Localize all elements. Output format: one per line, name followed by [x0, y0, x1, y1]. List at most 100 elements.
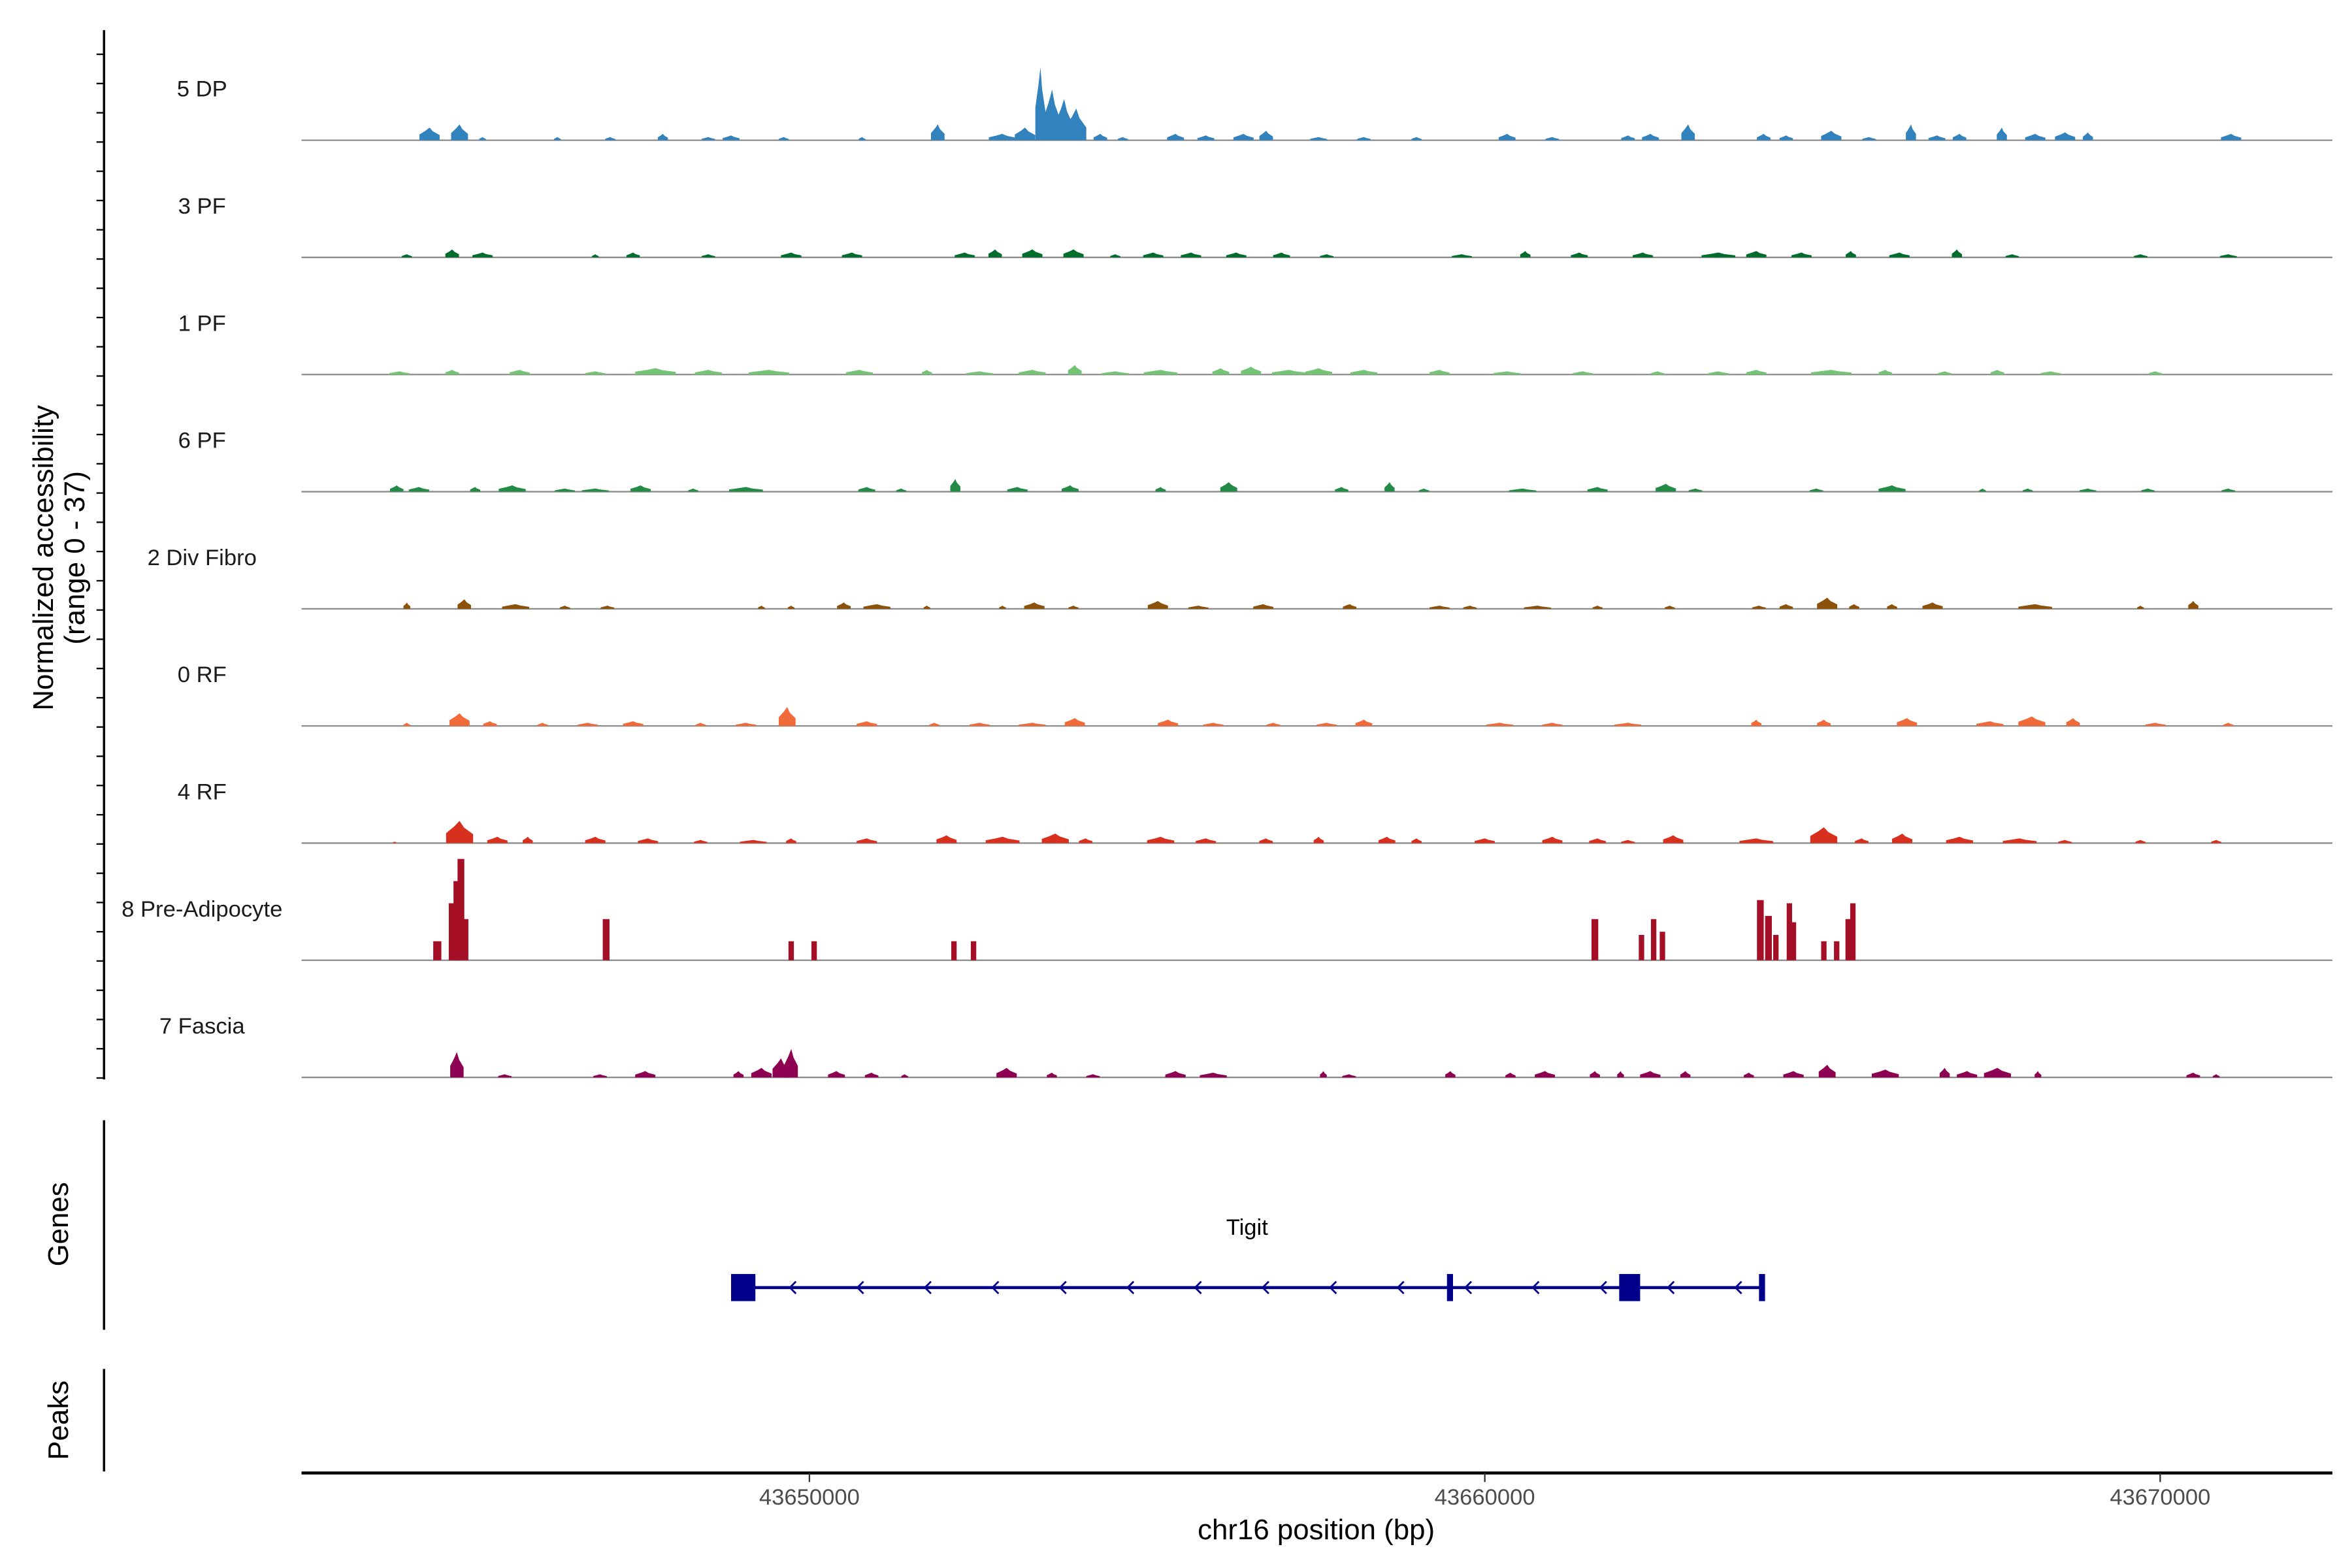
coverage-peak — [1273, 252, 1290, 257]
coverage-peak — [1019, 723, 1046, 727]
coverage-peak — [1066, 108, 1086, 140]
coverage-peak — [1656, 483, 1676, 492]
coverage-peak — [1343, 604, 1357, 609]
coverage-peak — [864, 1072, 879, 1078]
coverage-peak — [929, 723, 939, 727]
coverage-peak — [1143, 370, 1178, 375]
coverage-peak — [1253, 604, 1274, 609]
coverage-peak — [1241, 367, 1262, 375]
coverage-peak — [1015, 127, 1036, 140]
coverage-peak — [1818, 1064, 1836, 1078]
coverage-peak — [390, 485, 404, 492]
coverage-peak — [657, 133, 668, 140]
gene-exon — [1759, 1274, 1765, 1301]
coverage-peak — [1452, 254, 1472, 257]
coverage-peak — [419, 127, 440, 140]
coverage-peak — [1751, 719, 1762, 727]
coverage-peak — [1272, 370, 1306, 375]
coverage-peak — [457, 599, 471, 609]
coverage-peak — [1928, 135, 1946, 140]
coverage-peak — [1906, 124, 1916, 140]
coverage-peak — [1384, 482, 1395, 492]
coverage-peak — [1094, 133, 1107, 140]
coverage-peak — [1872, 1070, 1899, 1078]
coverage-peak — [2083, 132, 2093, 140]
coverage-peak — [695, 723, 706, 727]
coverage-peak — [729, 487, 763, 492]
coverage-peak — [1946, 836, 1974, 843]
coverage-peak — [446, 821, 474, 843]
coverage-peak — [1041, 833, 1069, 843]
coverage-peak — [863, 604, 890, 609]
peaks-track-title: Peaks — [42, 1380, 74, 1460]
coverage-bar — [788, 941, 794, 960]
coverage-peak — [955, 252, 975, 257]
coverage-peak — [2188, 600, 2198, 609]
coverage-peak — [2145, 723, 2166, 727]
coverage-peak — [1498, 133, 1516, 140]
coverage-peak — [2058, 840, 2072, 843]
coverage-bar — [1773, 935, 1779, 960]
track-label: 1 PF — [178, 311, 226, 336]
coverage-peak — [559, 606, 570, 609]
coverage-peak — [1063, 249, 1084, 257]
coverage-peak — [740, 840, 767, 843]
coverage-bar — [1591, 919, 1599, 960]
coverage-peak — [445, 249, 459, 257]
coverage-peak — [1486, 723, 1513, 727]
coverage-peak — [1266, 723, 1281, 727]
coverage-peak — [1147, 600, 1168, 609]
coverage-bar — [1639, 935, 1644, 960]
coverage-peak — [2137, 606, 2144, 609]
coverage-peak — [2034, 1071, 2042, 1078]
coverage-bar — [1786, 903, 1793, 960]
coverage-peak — [702, 254, 715, 257]
coverage-peak — [1320, 254, 1334, 257]
track-0-rf: 0 RF — [178, 662, 2332, 727]
track-label: 7 Fascia — [159, 1014, 246, 1039]
coverage-peak — [736, 723, 757, 727]
coverage-peak — [1355, 719, 1373, 727]
coverage-peak — [1744, 1072, 1754, 1078]
coverage-peak — [487, 836, 508, 843]
strand-arrow-icon — [991, 1281, 1000, 1294]
coverage-bar — [1659, 932, 1665, 960]
coverage-bar — [970, 941, 977, 960]
coverage-peak — [1316, 723, 1337, 727]
coverage-peak — [694, 370, 722, 375]
coverage-peak — [1505, 1072, 1516, 1078]
coverage-peak — [1259, 131, 1273, 140]
coverage-peak — [630, 485, 651, 492]
coverage-peak — [2002, 838, 2037, 843]
coverage-peak — [2213, 1074, 2220, 1078]
coverage-peak — [1846, 251, 1856, 257]
coverage-peak — [1617, 1071, 1624, 1078]
track-label: 6 PF — [178, 429, 226, 453]
coverage-peak — [450, 1052, 464, 1078]
coverage-bar — [1757, 900, 1764, 960]
coverage-peak — [2134, 254, 2148, 257]
coverage-peak — [931, 124, 945, 140]
coverage-peak — [1878, 485, 1906, 492]
coverage-peak — [578, 723, 598, 727]
coverage-peak — [748, 370, 789, 375]
coverage-peak — [1681, 124, 1695, 140]
coverage-peak — [1640, 1071, 1661, 1078]
coverage-peak — [845, 370, 874, 375]
track-2-div-fibro: 2 Div Fibro — [148, 546, 2332, 610]
strand-arrow-icon — [1531, 1281, 1540, 1294]
coverage-peak — [1878, 370, 1892, 375]
coverage-peak — [858, 137, 866, 140]
coverage-peak — [498, 1074, 512, 1078]
coverage-peak — [1809, 488, 1823, 492]
strand-arrow-icon — [1396, 1281, 1405, 1294]
strand-arrow-icon — [923, 1281, 932, 1294]
coverage-peak — [1335, 487, 1348, 492]
coverage-peak — [901, 1074, 908, 1078]
coverage-peak — [1621, 135, 1635, 140]
coverage-peak — [523, 836, 533, 843]
coverage-peak — [498, 485, 526, 492]
coverage-peak — [1475, 838, 1495, 843]
coverage-peak — [1779, 135, 1793, 140]
coverage-peak — [605, 137, 615, 140]
